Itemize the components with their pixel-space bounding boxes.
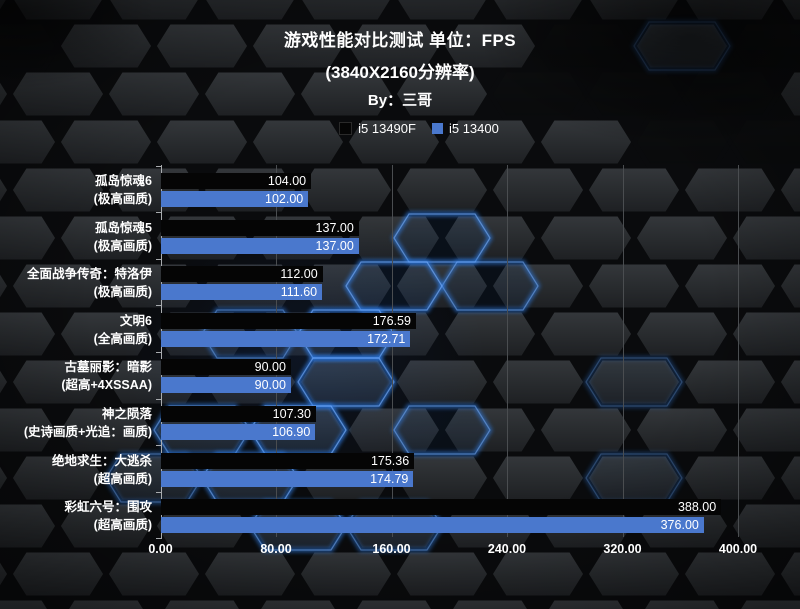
y-axis-tick [155, 398, 161, 400]
category-label-quality: (超高+4XSSAA) [61, 378, 152, 393]
y-axis-tick [155, 212, 161, 214]
gridline-x-240 [507, 165, 508, 537]
bar-value-label: 174.79 [370, 471, 409, 486]
bar-value-label: 107.30 [272, 406, 311, 421]
bar-value-label: 111.60 [280, 285, 318, 300]
category-label-quality: (极高画质) [93, 285, 152, 300]
y-axis-tick [155, 491, 161, 493]
bar-value-label: 137.00 [315, 220, 354, 235]
chart-byline: By：三哥 [367, 92, 433, 109]
bar-i5-13400: 102.00 [161, 190, 309, 207]
category-label-quality: (超高画质) [93, 471, 152, 486]
bar-i5-13490f: 104.00 [161, 172, 312, 189]
chart-legend: i5 13490F i5 13400 [19, 119, 800, 137]
bar-i5-13400: 106.90 [161, 423, 316, 440]
x-axis-tick-label: 240.00 [487, 542, 527, 556]
category-label-game: 孤岛惊魂5 [95, 220, 152, 235]
legend-swatch-blue [431, 122, 443, 134]
y-axis-tick [155, 351, 161, 353]
x-axis-tick-label: 400.00 [718, 542, 758, 556]
bar-i5-13490f: 175.36 [161, 452, 415, 469]
x-axis-tick-label: 0.00 [148, 542, 173, 556]
y-axis-tick [155, 445, 161, 447]
bar-value-label: 388.00 [677, 500, 717, 515]
bar-value-label: 90.00 [254, 360, 286, 375]
category-label-game: 全面战争传奇：特洛伊 [26, 267, 152, 282]
bar-i5-13490f: 137.00 [161, 219, 359, 236]
bar-value-label: 175.36 [370, 453, 410, 468]
bar-i5-13490f: 112.00 [161, 266, 323, 283]
bar-value-label: 137.00 [315, 238, 354, 253]
legend-label: i5 13400 [448, 120, 499, 136]
bar-i5-13400: 376.00 [161, 517, 704, 534]
category-label-game: 古墓丽影：暗影 [64, 360, 152, 375]
bar-value-label: 90.00 [254, 378, 286, 393]
category-label-quality: (全高画质) [93, 331, 152, 346]
bar-i5-13400: 111.60 [161, 284, 323, 301]
bar-i5-13400: 137.00 [161, 237, 359, 254]
chart-title: 游戏性能对比测试 单位：FPS [283, 31, 517, 50]
category-label-game: 绝地求生：大逃杀 [51, 453, 152, 468]
x-axis-tick-label: 320.00 [603, 542, 642, 556]
gridline-x-400 [738, 165, 739, 537]
bar-value-label: 176.59 [372, 313, 411, 328]
bar-value-label: 104.00 [267, 173, 307, 188]
y-axis-tick [155, 538, 161, 540]
bar-value-label: 106.90 [272, 424, 311, 439]
bar-i5-13490f: 107.30 [161, 405, 316, 422]
x-axis-tick-label: 80.00 [260, 542, 292, 556]
legend-item-i5-13400: i5 13400 [431, 120, 499, 136]
category-label-quality: (极高画质) [93, 191, 152, 206]
category-label-quality: (极高画质) [93, 238, 152, 253]
bar-i5-13490f: 388.00 [161, 499, 722, 516]
chart-subtitle: (3840X2160分辨率) [325, 63, 475, 82]
bar-i5-13490f: 90.00 [161, 359, 291, 376]
bar-value-label: 112.00 [280, 267, 318, 282]
bar-i5-13400: 172.71 [161, 330, 411, 347]
legend-item-i5-13490f: i5 13490F [339, 121, 416, 136]
gridline-x-320 [622, 165, 624, 537]
legend-label: i5 13490F [358, 120, 416, 136]
legend-swatch-black [339, 121, 353, 135]
category-label-quality: (史诗画质+光追：画质) [23, 424, 152, 439]
bar-value-label: 172.71 [367, 331, 406, 346]
category-label-game: 神之陨落 [101, 406, 152, 421]
category-label-quality: (超高画质) [93, 518, 152, 533]
bar-i5-13490f: 176.59 [161, 312, 416, 329]
category-label-game: 孤岛惊魂6 [95, 173, 152, 188]
x-axis-tick-label: 160.00 [372, 542, 411, 556]
category-label-game: 彩虹六号：围攻 [64, 500, 152, 515]
bar-value-label: 376.00 [660, 518, 699, 533]
y-axis-tick [155, 258, 161, 260]
y-axis-tick [155, 165, 161, 167]
y-axis-tick [155, 305, 161, 307]
category-label-game: 文明6 [120, 313, 152, 328]
bar-i5-13400: 174.79 [161, 470, 414, 487]
bar-i5-13400: 90.00 [161, 377, 291, 394]
bar-value-label: 102.00 [265, 191, 304, 206]
